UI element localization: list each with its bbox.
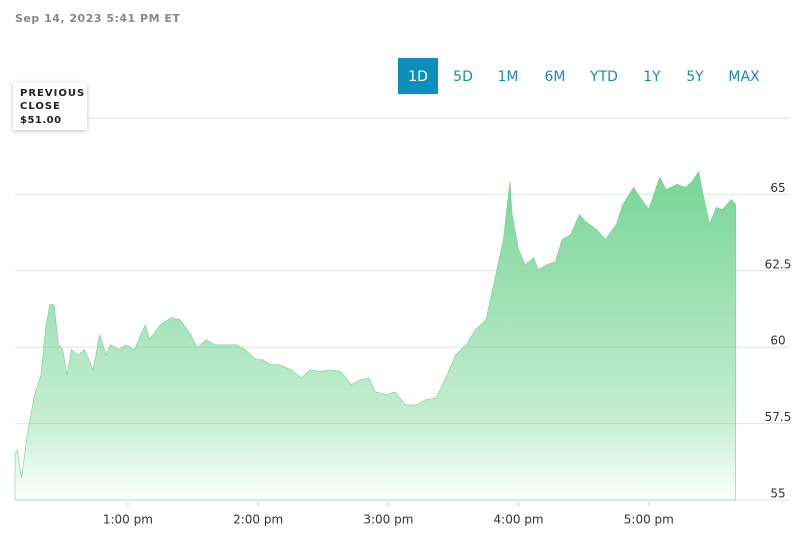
range-button[interactable]: 1D: [408, 69, 428, 85]
x-tick-label: 2:00 pm: [233, 513, 283, 527]
price-area: [14, 170, 736, 501]
annotation-label: PREVIOUS CLOSE: [20, 88, 85, 112]
y-tick-label: 55: [770, 487, 785, 501]
previous-close-box: PREVIOUS CLOSE $51.00: [13, 82, 87, 130]
range-button[interactable]: MAX: [728, 69, 760, 85]
x-tick-label: 1:00 pm: [103, 513, 153, 527]
y-tick-label: 65: [770, 181, 785, 195]
y-tick-label: 60: [770, 334, 785, 348]
range-button[interactable]: 6M: [545, 69, 566, 85]
active-button-bg: [398, 58, 438, 94]
annotation-box: [13, 82, 87, 130]
range-button[interactable]: YTD: [589, 69, 618, 85]
annotation-value: $51.00: [20, 115, 62, 126]
plot: [14, 170, 736, 501]
range-button[interactable]: 1M: [498, 69, 519, 85]
x-tick-label: 5:00 pm: [624, 513, 674, 527]
range-button[interactable]: 1Y: [643, 69, 661, 85]
range-button[interactable]: 5Y: [686, 69, 704, 85]
y-tick-label: 57.5: [765, 410, 792, 424]
x-tick-label: 3:00 pm: [363, 513, 413, 527]
x-tick-label: 4:00 pm: [494, 513, 544, 527]
timestamp: Sep 14, 2023 5:41 PM ET: [15, 12, 180, 25]
y-tick-label: 62.5: [765, 257, 792, 271]
range-buttons: 1D 5D 1M 6M YTD 1Y 5Y MAX: [398, 58, 760, 94]
range-button[interactable]: 5D: [453, 69, 473, 85]
